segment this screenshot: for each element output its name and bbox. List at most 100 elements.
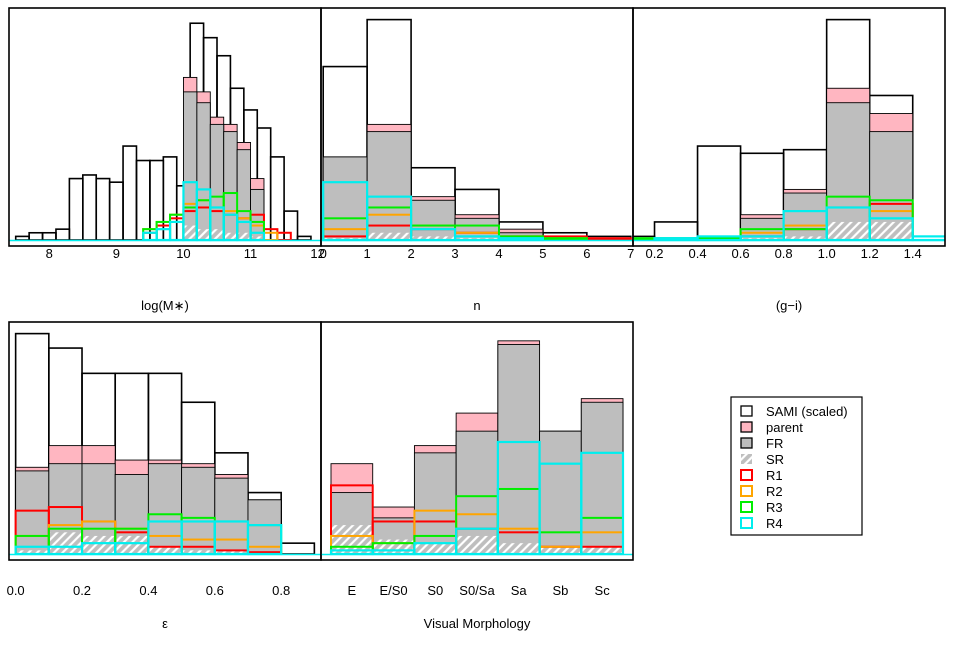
color-r4-bar-6	[911, 235, 945, 242]
color-x-axis: 0.2 0.4 0.6 0.8 1.0 1.2 1.4	[645, 246, 921, 261]
legend-item-fr: FR	[740, 436, 783, 451]
ellipticity-sr-bar-5	[181, 550, 215, 554]
ellipticity-sr-bar-3	[115, 535, 149, 554]
morphology-fr-bar-5	[539, 430, 582, 555]
legend-item-r1: R1	[740, 468, 783, 483]
mass-series-sr	[183, 225, 264, 240]
color-sr-bar-2	[826, 221, 870, 240]
morphology-tick-label: E	[348, 583, 357, 598]
color-tick-label: 1.2	[861, 246, 879, 261]
morphology-sr-bar-5	[539, 546, 582, 554]
legend-label-r2: R2	[766, 484, 783, 499]
color-tick-label: 1.4	[904, 246, 922, 261]
mass-sr-bar-0	[183, 225, 197, 240]
morphology-tick-label: Sa	[511, 583, 528, 598]
sersic-tick-label: 1	[364, 246, 371, 261]
color-sr-bar-3	[869, 221, 913, 240]
legend-label-sami: SAMI (scaled)	[766, 404, 848, 419]
ellipticity-sr-bar-2	[82, 535, 116, 554]
morphology-fr-bar-4	[497, 344, 541, 555]
sersic-axis-title: n	[473, 298, 480, 313]
mass-tick-label: 11	[244, 246, 258, 261]
mass-sr-bar-4	[237, 232, 251, 240]
mass-tick-label: 9	[113, 246, 120, 261]
legend-label-sr: SR	[766, 452, 784, 467]
mass-fr-bar-2	[209, 123, 225, 241]
panel-color: 0.2 0.4 0.6 0.8 1.0 1.2 1.4 (g−i)	[632, 7, 946, 313]
mass-sr-bar-3	[223, 232, 238, 240]
legend-label-r1: R1	[766, 468, 783, 483]
mass-sami-bar-21	[296, 235, 312, 241]
legend-swatch-r4	[740, 517, 753, 529]
sersic-tick-label: 4	[495, 246, 502, 261]
sersic-r1-bar-6	[585, 237, 632, 242]
legend-label-r3: R3	[766, 500, 783, 515]
color-sr-bar-1	[783, 236, 827, 240]
sersic-tick-label: 6	[583, 246, 590, 261]
color-sami-bar-2	[696, 145, 742, 241]
mass-sami-bar-9	[135, 159, 151, 241]
legend-swatch-parent	[740, 421, 753, 433]
mass-sr-bar-5	[250, 236, 264, 240]
color-fr-bar-2	[826, 102, 871, 241]
mass-axis-title: log(M∗)	[141, 298, 189, 313]
ellipticity-fr-bar-4	[147, 463, 183, 555]
sersic-tick-label: 2	[407, 246, 414, 261]
sersic-fr-bar-1	[366, 131, 412, 241]
mass-series-sami	[14, 22, 312, 241]
legend-item-sr: SR	[741, 452, 784, 467]
sersic-tick-label: 3	[451, 246, 458, 261]
mass-sami-bar-4	[68, 177, 84, 241]
ellipticity-tick-label: 0.0	[7, 583, 25, 598]
mass-sami-bar-2	[41, 231, 57, 241]
legend-swatch-r2	[740, 485, 753, 497]
ellipticity-fr-bar-6	[214, 477, 249, 555]
legend-swatch-sami	[740, 405, 753, 417]
morphology-fr-bar-2	[413, 452, 457, 555]
color-axis-title: (g−i)	[776, 298, 802, 313]
color-r4-bar-0	[653, 237, 699, 242]
color-fr-bar-3	[869, 131, 914, 241]
sersic-r3-bar-5	[541, 237, 588, 242]
morphology-tick-label: Sc	[595, 583, 611, 598]
sersic-sr-bar-1	[367, 232, 412, 240]
color-tick-label: 0.8	[775, 246, 793, 261]
sersic-tick-label: 7	[627, 246, 634, 261]
legend-item-parent: parent	[740, 420, 803, 435]
color-tick-label: 0.2	[645, 246, 663, 261]
panel-morphology: E E/S0 S0 S0/Sa Sa Sb Sc Visual Morphology	[320, 321, 634, 631]
mass-fr-bar-0	[182, 91, 198, 241]
sersic-fr-bar-0	[322, 156, 368, 241]
color-frame	[632, 7, 946, 247]
morphology-sr-bar-0	[331, 525, 373, 554]
mass-sami-bar-5	[82, 174, 98, 241]
legend-label-fr: FR	[766, 436, 783, 451]
morphology-sr-bar-3	[456, 535, 498, 554]
morphology-tick-label: S0/Sa	[459, 583, 495, 598]
legend-swatch-sr	[741, 454, 752, 464]
sersic-r4-bar-4	[497, 237, 545, 242]
legend-swatch-r1	[740, 469, 753, 481]
ellipticity-tick-label: 0.8	[272, 583, 290, 598]
mass-fr-bar-3	[223, 131, 238, 241]
legend-item-sami: SAMI (scaled)	[740, 404, 848, 419]
panel-mass: 8 9 10 11 12 log(M∗)	[8, 7, 325, 313]
morphology-tick-label: E/S0	[379, 583, 407, 598]
mass-tick-label: 12	[310, 246, 324, 261]
color-tick-label: 0.6	[732, 246, 750, 261]
panel-ellipticity: 0.0 0.2 0.4 0.6 0.8 ε	[7, 321, 322, 631]
sersic-tick-label: 5	[539, 246, 546, 261]
legend-item-r2: R2	[740, 484, 783, 499]
legend-item-r4: R4	[740, 516, 783, 531]
ellipticity-axis-title: ε	[162, 616, 168, 631]
panel-sersic: 0 1 2 3 4 5 6 7 n	[320, 7, 634, 313]
sersic-fr-bar-2	[410, 199, 456, 241]
mass-sami-bar-1	[28, 231, 44, 241]
morphology-series-fr	[330, 344, 624, 555]
morphology-sr-bar-6	[581, 546, 623, 554]
ellipticity-tick-label: 0.2	[73, 583, 91, 598]
legend-swatch-fr	[740, 437, 753, 449]
mass-tick-label: 10	[176, 246, 190, 261]
